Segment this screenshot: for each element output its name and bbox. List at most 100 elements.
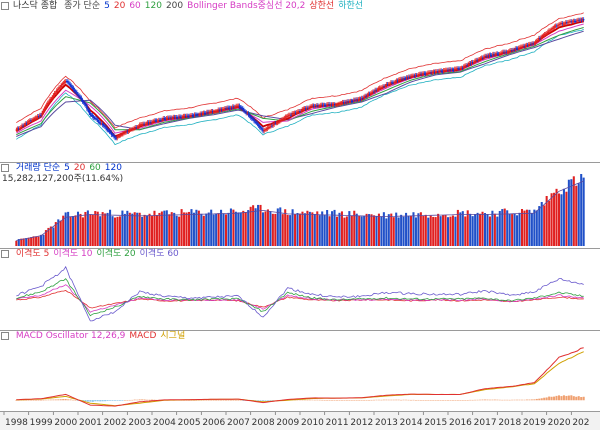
- volume-legend: 거래량 단순 5 20 60 120: [0, 162, 130, 174]
- candle-body: [507, 51, 510, 53]
- volume-bar: [121, 210, 124, 246]
- candle-body: [62, 82, 65, 84]
- candle-body: [539, 37, 541, 39]
- candle-body: [216, 111, 218, 113]
- volume-panel: 거래량 단순 5 20 60 120 15,282,127,200주(11.64%): [0, 162, 600, 249]
- macd-osc-bar: [358, 400, 361, 401]
- candle-body: [541, 36, 543, 38]
- macd-osc-bar: [195, 400, 198, 401]
- candle-body: [526, 44, 529, 46]
- candle-body: [172, 116, 175, 118]
- volume-bar: [400, 214, 403, 246]
- candle-body: [545, 33, 548, 35]
- candle-body: [338, 103, 341, 105]
- candle-body: [466, 65, 468, 67]
- volume-bar: [318, 215, 321, 246]
- candle-body: [289, 114, 291, 116]
- candle-body: [217, 109, 219, 112]
- candle-body: [171, 117, 173, 119]
- candle-body: [470, 61, 473, 64]
- volume-bar: [518, 212, 521, 246]
- macd-osc-bar: [259, 400, 262, 401]
- volume-bar: [409, 215, 413, 246]
- candle-body: [252, 118, 254, 120]
- candle-body: [200, 113, 203, 115]
- candle-body: [336, 104, 338, 106]
- candle-body: [104, 125, 106, 128]
- macd-osc-bar: [427, 400, 430, 401]
- candle-body: [456, 68, 458, 70]
- volume-bar: [178, 216, 181, 246]
- candle-body: [349, 100, 352, 102]
- volume-bar: [39, 234, 43, 246]
- candle-body: [511, 49, 513, 51]
- panel-close-icon[interactable]: [1, 249, 9, 258]
- volume-bar: [113, 217, 117, 246]
- volume-bar: [116, 216, 119, 246]
- candle-body: [199, 113, 202, 115]
- candle-body: [384, 85, 387, 87]
- candle-body: [125, 131, 128, 133]
- volume-bar: [375, 216, 378, 246]
- macd-osc-bar: [491, 399, 494, 401]
- macd-osc-bar: [516, 399, 519, 401]
- macd-osc-bar: [335, 400, 339, 401]
- candle-body: [95, 118, 97, 120]
- candle-body: [397, 79, 400, 81]
- macd-osc-bar: [32, 400, 35, 401]
- candle-body: [166, 117, 169, 119]
- candle-body: [298, 110, 300, 112]
- candle-body: [257, 124, 260, 126]
- volume-bar: [59, 220, 62, 246]
- macd-osc-bar: [39, 399, 43, 401]
- volume-bar: [338, 212, 341, 246]
- candle-body: [499, 53, 502, 55]
- volume-bar: [432, 216, 435, 246]
- candle-body: [152, 121, 154, 123]
- candle-body: [506, 52, 509, 54]
- candle-body: [33, 118, 36, 120]
- macd-osc-bar: [27, 400, 30, 401]
- candle-body: [215, 111, 217, 113]
- panel-close-icon[interactable]: [1, 1, 9, 10]
- candle-body: [566, 22, 568, 24]
- volume-bar: [136, 212, 139, 246]
- candle-body: [464, 65, 466, 67]
- candle-body: [459, 68, 462, 70]
- candle-body: [48, 101, 50, 103]
- candle-body: [194, 114, 197, 116]
- candle-body: [419, 73, 421, 75]
- volume-bar: [562, 188, 565, 246]
- macd-osc-bar: [321, 399, 324, 401]
- volume-bar: [306, 210, 309, 246]
- candle-body: [222, 108, 225, 110]
- macd-line: [16, 347, 584, 407]
- macd-osc-bar: [392, 399, 395, 401]
- panel-close-icon[interactable]: [1, 331, 9, 340]
- candle-body: [209, 111, 212, 113]
- candle-body: [536, 39, 539, 41]
- candle-body: [117, 136, 120, 138]
- candle-body: [398, 79, 401, 81]
- volume-bar: [363, 215, 366, 246]
- volume-bar: [412, 212, 415, 246]
- candle-body: [46, 102, 49, 105]
- candle-body: [206, 111, 208, 114]
- volume-bar: [577, 183, 580, 246]
- macd-osc-bar: [271, 400, 274, 401]
- candle-body: [267, 127, 270, 129]
- panel-close-icon[interactable]: [1, 163, 9, 172]
- macd-osc-bar: [523, 399, 526, 401]
- candle-body: [316, 105, 318, 107]
- candle-body: [89, 113, 92, 115]
- candle-body: [134, 126, 136, 129]
- candle-body: [345, 101, 347, 103]
- volume-bar: [138, 212, 141, 246]
- candle-body: [447, 69, 449, 71]
- volume-bar: [459, 212, 462, 246]
- volume-bar: [454, 216, 457, 246]
- volume-bar: [298, 213, 302, 246]
- candle-body: [198, 114, 200, 116]
- candle-body: [534, 41, 537, 44]
- candle-body: [173, 116, 176, 118]
